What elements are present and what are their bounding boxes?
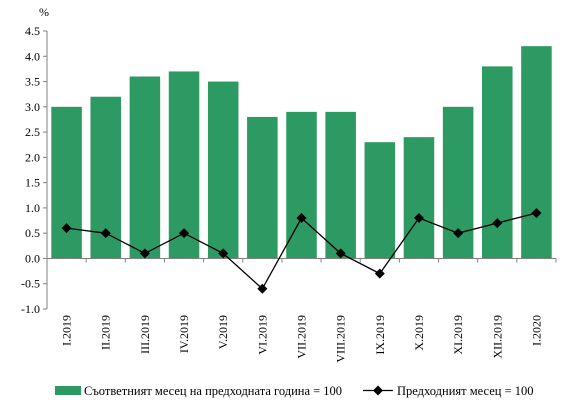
x-tick-label: IV.2019 bbox=[177, 315, 191, 353]
line-point-X.2019 bbox=[413, 213, 424, 224]
y-tick-label: 3.0 bbox=[25, 100, 40, 114]
y-tick-label: 4.5 bbox=[25, 24, 40, 38]
legend: Съответният месец на предходната година … bbox=[55, 384, 534, 398]
bar-IV.2019 bbox=[168, 71, 200, 259]
y-tick-label: 2.0 bbox=[25, 150, 40, 164]
line-point-I.2020 bbox=[531, 207, 542, 218]
axes-layer bbox=[46, 31, 556, 309]
bars-layer bbox=[51, 46, 552, 259]
x-tick-label: VIII.2019 bbox=[334, 315, 348, 363]
legend-bar-swatch bbox=[55, 386, 81, 395]
x-tick-label: II.2019 bbox=[99, 315, 113, 350]
legend-line-label: Предходният месец = 100 bbox=[397, 384, 534, 398]
bar-I.2019 bbox=[51, 106, 82, 259]
x-tick-label: III.2019 bbox=[138, 315, 152, 354]
legend-line-marker bbox=[373, 385, 383, 396]
bar-VII.2019 bbox=[286, 111, 317, 259]
bar-V.2019 bbox=[207, 81, 239, 259]
y-tick-label: -1.0 bbox=[21, 302, 40, 316]
line-point-III.2019 bbox=[139, 248, 150, 259]
bar-X.2019 bbox=[403, 137, 435, 259]
bar-VI.2019 bbox=[247, 116, 278, 259]
line-point-II.2019 bbox=[100, 228, 111, 239]
markers-layer bbox=[61, 207, 542, 294]
line-point-XI.2019 bbox=[453, 228, 464, 239]
bar-VIII.2019 bbox=[325, 111, 356, 259]
y-tick-label: 0.0 bbox=[25, 251, 40, 265]
y-tick-label: 2.5 bbox=[25, 125, 40, 139]
x-tick-label: XI.2019 bbox=[451, 315, 465, 355]
line-point-VIII.2019 bbox=[335, 248, 346, 259]
x-tick-label: I.2019 bbox=[60, 315, 74, 346]
y-tick-label: 1.0 bbox=[25, 201, 40, 215]
y-tick-label: 1.5 bbox=[25, 176, 40, 190]
line-point-V.2019 bbox=[218, 248, 229, 259]
line-point-VI.2019 bbox=[257, 283, 268, 294]
y-tick-label: 0.5 bbox=[25, 226, 40, 240]
x-tick-label: VII.2019 bbox=[295, 315, 309, 359]
bar-IX.2019 bbox=[364, 142, 396, 259]
bar-XII.2019 bbox=[481, 66, 513, 259]
y-ticks-layer: -1.0 -0.5 0.0 0.5 1.0 1.5 2.0 2.5 3.0 3.5 4.0 4.5 bbox=[21, 24, 557, 316]
x-tick-label: I.2020 bbox=[529, 315, 543, 346]
x-tick-label: X.2019 bbox=[412, 315, 426, 351]
bar-I.2020 bbox=[521, 46, 552, 259]
y-axis-unit-label: % bbox=[39, 5, 49, 19]
line-point-IX.2019 bbox=[374, 268, 385, 279]
line-point-IV.2019 bbox=[179, 228, 190, 239]
x-tick-label: VI.2019 bbox=[255, 315, 269, 355]
y-tick-label: 3.5 bbox=[25, 75, 40, 89]
y-tick-label: -0.5 bbox=[21, 277, 40, 291]
x-tick-label: XII.2019 bbox=[490, 315, 504, 359]
legend-bar-label: Съответният месец на предходната година … bbox=[84, 384, 342, 398]
x-tick-labels-layer: I.2019 II.2019 III.2019 IV.2019 V.2019 VI.201… bbox=[60, 315, 544, 363]
y-tick-label: 4.0 bbox=[25, 49, 40, 63]
x-tick-label: IX.2019 bbox=[373, 315, 387, 355]
x-tick-label: V.2019 bbox=[216, 315, 230, 349]
line-point-I.2019 bbox=[61, 223, 72, 234]
line-point-VII.2019 bbox=[296, 213, 307, 224]
bar-III.2019 bbox=[129, 76, 161, 259]
line-point-XII.2019 bbox=[492, 218, 503, 229]
